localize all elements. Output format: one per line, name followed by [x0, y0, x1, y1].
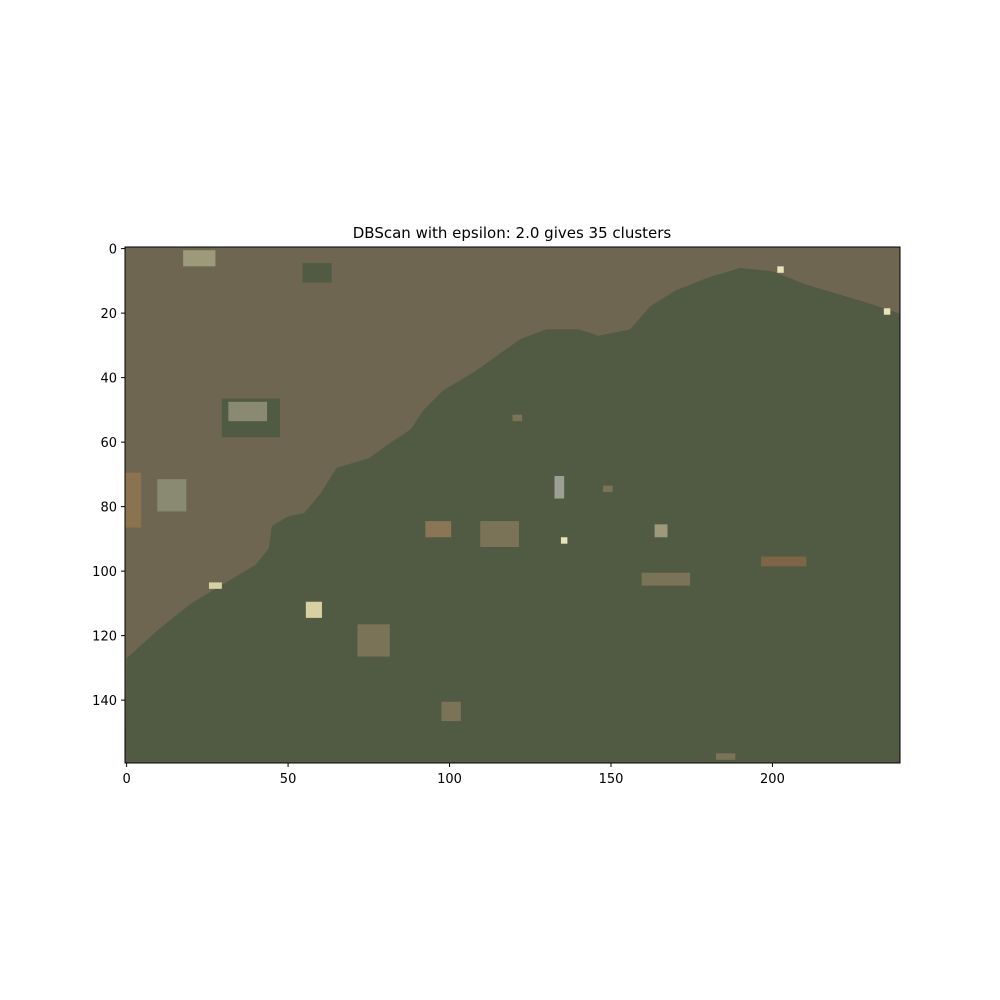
y-tick-label-80: 80: [100, 501, 117, 516]
cluster-blob-7: [425, 521, 452, 538]
x-tick-label-150: 150: [599, 772, 624, 787]
cluster-blob-5: [157, 479, 187, 512]
y-tick-label-60: 60: [100, 436, 117, 451]
x-axis: 0 50 100 150 200: [122, 763, 785, 787]
cluster-blob-16: [560, 537, 568, 544]
y-tick-label-120: 120: [92, 630, 117, 645]
cluster-blob-8: [480, 521, 519, 547]
y-tick-label-40: 40: [100, 372, 117, 387]
cluster-blob-9: [357, 624, 390, 657]
chart-title: DBScan with epsilon: 2.0 gives 35 cluste…: [353, 224, 672, 242]
cluster-blob-13: [654, 524, 668, 538]
cluster-blob-3: [228, 401, 268, 422]
y-axis: 0 20 40 60 80 100 120 140: [92, 243, 125, 709]
plot-frame: [124, 246, 901, 764]
cluster-blob-14: [305, 601, 322, 618]
plot-area: [125, 247, 900, 763]
cluster-blob-4: [125, 472, 142, 528]
cluster-blob-19: [715, 753, 736, 760]
x-tick-label-200: 200: [760, 772, 785, 787]
cluster-blob-20: [512, 414, 523, 422]
cluster-blob-18: [883, 308, 891, 315]
cluster-blob-10: [441, 701, 461, 722]
x-tick-label-0: 0: [122, 772, 130, 787]
cluster-blob-15: [208, 582, 222, 589]
cluster-blob-12: [761, 556, 807, 567]
x-tick-label-50: 50: [280, 772, 297, 787]
y-tick-label-100: 100: [92, 565, 117, 580]
cluster-sea: [125, 267, 900, 763]
y-tick-label-140: 140: [92, 694, 117, 709]
cluster-blob-6: [554, 475, 565, 499]
cluster-blob-1: [302, 263, 332, 283]
cluster-blob-17: [777, 266, 784, 273]
x-tick-label-100: 100: [437, 772, 462, 787]
cluster-blob-11: [641, 572, 691, 586]
y-tick-label-20: 20: [100, 307, 117, 322]
cluster-blob-21: [602, 485, 613, 493]
y-tick-label-0: 0: [109, 243, 117, 258]
cluster-blob-0: [183, 250, 216, 267]
